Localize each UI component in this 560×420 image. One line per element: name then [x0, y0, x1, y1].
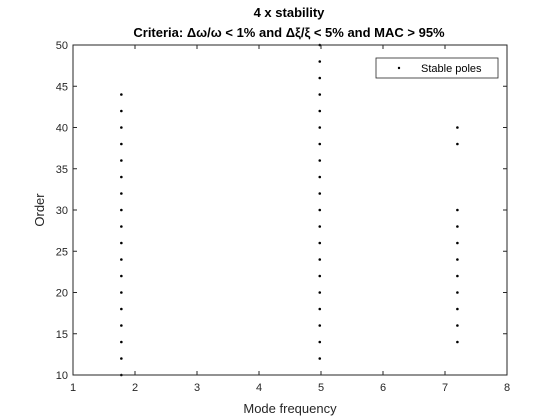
stable-pole-point	[456, 274, 459, 278]
stable-pole-point	[318, 274, 322, 278]
stable-pole-point	[318, 192, 322, 195]
legend-label: Stable poles	[421, 63, 482, 75]
stable-pole-point	[318, 159, 322, 162]
y-tick-label: 35	[56, 164, 68, 176]
x-tick-label: 7	[442, 382, 448, 394]
stable-pole-point	[120, 175, 123, 179]
stable-pole-point	[318, 324, 322, 327]
x-tick-label: 3	[194, 382, 200, 394]
chart-subtitle: Criteria: Δω/ω < 1% and Δξ/ξ < 5% and MA…	[133, 25, 445, 40]
stable-pole-point	[120, 159, 123, 162]
stable-pole-point	[318, 142, 322, 146]
stable-pole-point	[120, 307, 123, 311]
legend-box	[375, 57, 499, 79]
y-tick-label: 45	[56, 81, 68, 93]
stable-pole-point	[120, 324, 123, 327]
x-tick-label: 6	[380, 382, 386, 394]
stable-pole-point	[120, 192, 123, 195]
stable-pole-point	[120, 274, 123, 278]
stable-pole-point	[456, 340, 459, 344]
legend: Stable poles	[375, 57, 499, 79]
x-tick-label: 2	[132, 382, 138, 394]
y-tick-label: 10	[56, 370, 68, 382]
stable-pole-point	[120, 208, 123, 212]
stable-pole-point	[318, 175, 322, 179]
stable-pole-point	[120, 109, 123, 113]
stable-pole-point	[318, 60, 322, 63]
stable-pole-point	[120, 241, 123, 245]
stable-pole-point	[456, 241, 459, 245]
stable-pole-point	[318, 241, 322, 245]
y-axis-label: Order	[32, 193, 47, 227]
stable-pole-point	[318, 76, 322, 80]
stable-pole-point	[120, 340, 123, 344]
plot-frame	[72, 44, 508, 376]
stable-pole-point	[456, 126, 459, 129]
stable-pole-point	[120, 291, 123, 294]
stable-pole-point	[120, 142, 123, 146]
stable-pole-point	[318, 291, 322, 294]
stable-pole-point	[318, 109, 322, 113]
stable-pole-point	[318, 258, 322, 261]
x-axis-label: Mode frequency	[243, 401, 337, 416]
x-axis-ticks: 1 2 3 4 5 6 7 8	[70, 45, 510, 394]
stable-pole-point	[120, 225, 123, 228]
stable-pole-point	[456, 324, 459, 327]
stable-pole-point	[120, 357, 123, 360]
data-points	[120, 43, 459, 377]
stable-pole-point	[318, 307, 322, 311]
y-tick-label: 25	[56, 246, 68, 258]
plot-area	[73, 45, 507, 375]
stable-pole-point	[456, 291, 459, 294]
x-tick-label: 1	[70, 382, 76, 394]
stable-pole-point	[120, 126, 123, 129]
stable-pole-point	[318, 225, 322, 228]
stable-pole-point	[456, 142, 459, 146]
stable-pole-point	[120, 258, 123, 261]
y-tick-label: 40	[56, 123, 68, 135]
stable-pole-point	[318, 208, 322, 212]
stable-pole-point	[456, 225, 459, 228]
x-tick-label: 8	[504, 382, 510, 394]
legend-marker	[397, 66, 401, 70]
y-tick-label: 50	[56, 40, 68, 52]
stable-pole-point	[318, 357, 322, 360]
stable-pole-point	[318, 340, 322, 344]
stable-pole-point	[456, 208, 459, 212]
y-tick-label: 15	[56, 329, 68, 341]
y-tick-label: 30	[56, 205, 68, 217]
x-tick-label: 5	[318, 382, 324, 394]
stable-pole-point	[318, 126, 322, 129]
stable-pole-point	[456, 258, 459, 261]
chart-title: 4 x stability	[254, 5, 326, 20]
stable-pole-point	[456, 307, 459, 311]
y-tick-label: 20	[56, 288, 68, 300]
stable-pole-point	[318, 93, 322, 96]
stable-pole-point	[120, 93, 123, 96]
x-tick-label: 4	[256, 382, 262, 394]
